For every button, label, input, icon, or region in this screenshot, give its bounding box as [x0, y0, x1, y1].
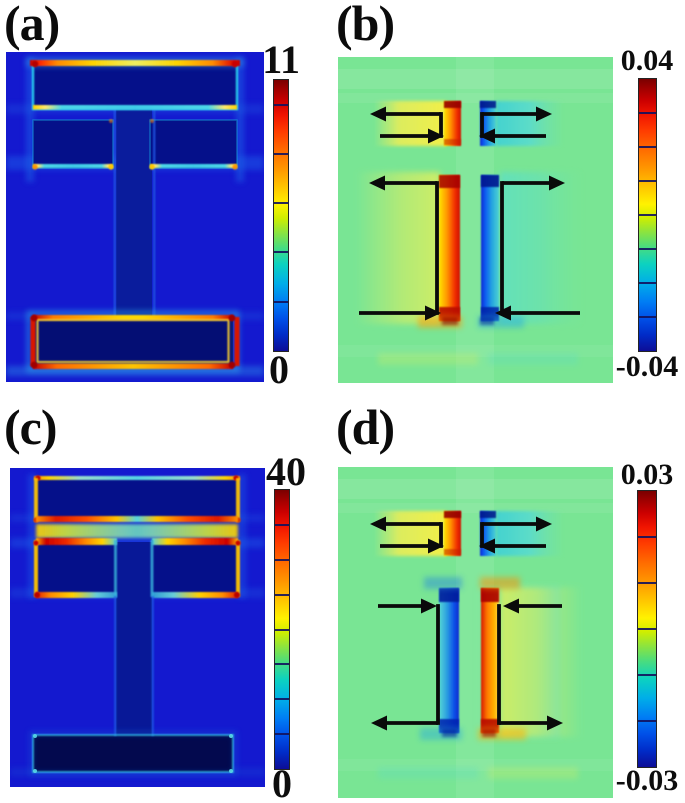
colorbar-a-max-label: 11	[262, 37, 300, 82]
heatmap-d-charge-current	[338, 467, 613, 798]
colorbar-a-min-label: 0	[269, 347, 289, 392]
colorbar-tick	[639, 248, 656, 250]
panel-label-c: (c)	[4, 399, 57, 455]
colorbar-tick	[274, 202, 288, 205]
colorbar-tick	[639, 112, 656, 114]
colorbar-tick	[275, 733, 289, 736]
colorbar-tick	[274, 103, 288, 106]
colorbar-d-min-label: -0.03	[615, 764, 679, 797]
colorbar-tick	[275, 558, 289, 561]
heatmap-c-field-magnitude	[10, 468, 265, 787]
colorbar-tick	[639, 316, 656, 318]
colorbar-tick	[639, 146, 656, 148]
colorbar-tick	[275, 663, 289, 666]
heatmap-a-field-magnitude	[6, 52, 264, 382]
panel-label-b: (b)	[336, 0, 395, 51]
heatmap-b-charge-current	[338, 57, 613, 383]
colorbar-tick	[274, 300, 288, 303]
colorbar-tick	[638, 628, 656, 630]
metamaterial-structure	[33, 478, 238, 772]
panel-label-a: (a)	[4, 0, 60, 51]
colorbar-b-max-label: 0.04	[620, 44, 674, 77]
colorbar-tick	[274, 251, 288, 254]
colorbar-tick	[275, 628, 289, 631]
colorbar-tick	[639, 282, 656, 284]
panel-label-d: (d)	[336, 399, 395, 455]
current-arrows-d	[370, 516, 563, 731]
colorbar-b-min-label: -0.04	[615, 350, 679, 383]
colorbar-tick	[639, 180, 656, 182]
colorbar-tick	[638, 535, 656, 538]
metamaterial-structure	[33, 63, 237, 366]
colorbar-a	[273, 79, 289, 352]
colorbar-tick	[275, 593, 289, 596]
colorbar-tick	[639, 214, 656, 216]
colorbar-c-max-label: 40	[266, 449, 306, 494]
colorbar-c-min-label: 0	[272, 761, 292, 803]
colorbar-d-max-label: 0.03	[620, 458, 674, 491]
colorbar-c	[274, 489, 290, 770]
colorbar-b	[638, 78, 657, 352]
colorbar-d	[637, 490, 657, 768]
colorbar-tick	[275, 698, 289, 701]
current-arrows-b	[359, 106, 580, 321]
colorbar-tick	[638, 673, 656, 676]
colorbar-tick	[275, 523, 289, 526]
colorbar-tick	[274, 152, 288, 155]
colorbar-tick	[638, 581, 656, 584]
colorbar-tick	[638, 720, 656, 722]
